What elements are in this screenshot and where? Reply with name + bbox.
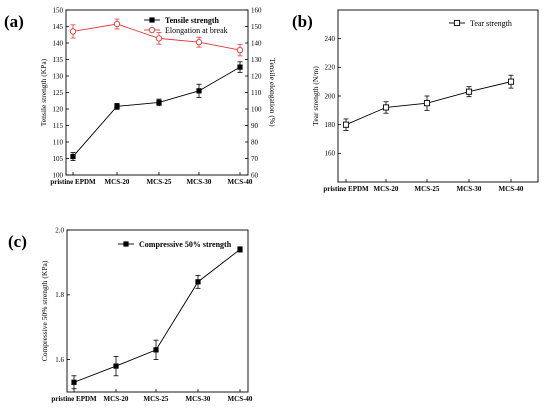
legend-label: Compressive 50% strength (139, 240, 232, 249)
y-tick-label: 105 (53, 155, 64, 163)
x-tick-label: MCS-30 (186, 395, 211, 403)
x-tick-label: pristine EPDM (323, 185, 369, 193)
x-tick-label: MCS-20 (104, 395, 129, 403)
y-tick-label: 145 (53, 23, 64, 31)
x-tick-label: MCS-25 (415, 185, 440, 193)
x-tick-label: pristine EPDM (50, 178, 96, 186)
y-tick-label: 2.0 (55, 226, 64, 234)
data-point (237, 64, 243, 70)
y2-tick-label: 130 (251, 56, 262, 64)
y-tick-label: 200 (325, 92, 336, 100)
data-point (423, 100, 431, 107)
chart-a: (a) 100 105 110 115 120 125 130 135 140 145 150 Tens… (4, 6, 277, 186)
x-tick-label: pristine EPDM (51, 395, 97, 403)
legend-marker (453, 19, 461, 27)
data-point (342, 121, 350, 128)
plot-frame (66, 229, 249, 393)
data-point (195, 279, 201, 285)
y2-tick-label: 160 (251, 6, 262, 14)
data-point (71, 379, 77, 385)
y-tick-label: 180 (325, 121, 336, 129)
y2-tick-label: 110 (251, 89, 262, 97)
y-tick-label: 135 (53, 56, 64, 64)
series-line (73, 249, 241, 383)
x-tick-label: MCS-25 (144, 395, 169, 403)
legend-label: Elongation at break (165, 26, 228, 35)
chart-c: (c) 1.6 1.8 2.0 Compressive 50% strength (KP… (8, 226, 253, 403)
data-point (195, 39, 203, 46)
legend-label: Tensile strength (165, 16, 220, 25)
y-tick-label: 140 (53, 39, 64, 47)
legend-marker (149, 17, 155, 23)
legend-label: Tear strength (470, 19, 512, 28)
legend-marker (148, 26, 156, 34)
y-axis-label: Tensile strength (KPa) (39, 58, 48, 126)
x-tick-label: MCS-30 (457, 185, 482, 193)
data-point (507, 78, 515, 85)
x-tick-label: MCS-25 (147, 178, 172, 186)
y-tick-label: 220 (325, 64, 336, 72)
x-tick-label: MCS-40 (499, 185, 524, 193)
y-axis-label: Tear strength (N/m) (311, 66, 320, 126)
panel-label: (c) (8, 232, 27, 251)
y2-tick-label: 150 (251, 23, 262, 31)
y-tick-label: 125 (53, 89, 64, 97)
data-point (69, 28, 77, 35)
y-tick-label: 120 (53, 105, 64, 113)
y-tick-label: 1.8 (55, 291, 64, 299)
y-tick-label: 115 (53, 122, 64, 130)
data-point (196, 88, 202, 94)
data-point (70, 153, 76, 160)
y2-tick-label: 80 (251, 138, 259, 146)
panel-label: (a) (4, 12, 24, 31)
y-tick-label: 1.6 (55, 356, 64, 364)
y2-tick-label: 70 (251, 155, 259, 163)
data-point (237, 246, 243, 253)
data-point (113, 363, 119, 369)
y2-tick-label: 120 (251, 72, 262, 80)
panel-label: (b) (292, 12, 313, 31)
data-point (114, 103, 120, 109)
data-point (153, 347, 159, 353)
y-tick-label: 100 (53, 171, 64, 179)
data-point (465, 88, 473, 95)
y-tick-label: 160 (325, 150, 336, 158)
y-tick-label: 130 (53, 72, 64, 80)
x-tick-label: MCS-20 (374, 185, 399, 193)
data-point (382, 104, 390, 111)
data-point (156, 99, 162, 105)
y-tick-label: 150 (53, 6, 64, 14)
y-axis-label: Compressive 50% strength (KPa) (40, 260, 49, 361)
legend-marker (123, 241, 129, 247)
y-tick-label: 110 (53, 138, 64, 146)
series-line (72, 66, 241, 157)
y2-tick-label: 90 (251, 122, 259, 130)
y2-tick-label: 100 (251, 105, 262, 113)
data-point (236, 46, 244, 54)
x-tick-label: MCS-40 (228, 178, 253, 186)
x-tick-label: MCS-20 (105, 178, 130, 186)
plot-frame (337, 9, 539, 183)
data-point (155, 35, 163, 42)
y2-axis-label: Tensile elongation (%) (268, 58, 277, 127)
data-point (113, 20, 121, 28)
y-tick-label: 240 (325, 35, 336, 43)
y2-tick-label: 140 (251, 39, 262, 47)
x-tick-label: MCS-40 (228, 395, 253, 403)
x-tick-label: MCS-30 (187, 178, 212, 186)
y2-tick-label: 60 (251, 171, 259, 179)
chart-b: (b) 160 180 200 220 240 Tear strength (N/m) pri… (292, 9, 539, 193)
